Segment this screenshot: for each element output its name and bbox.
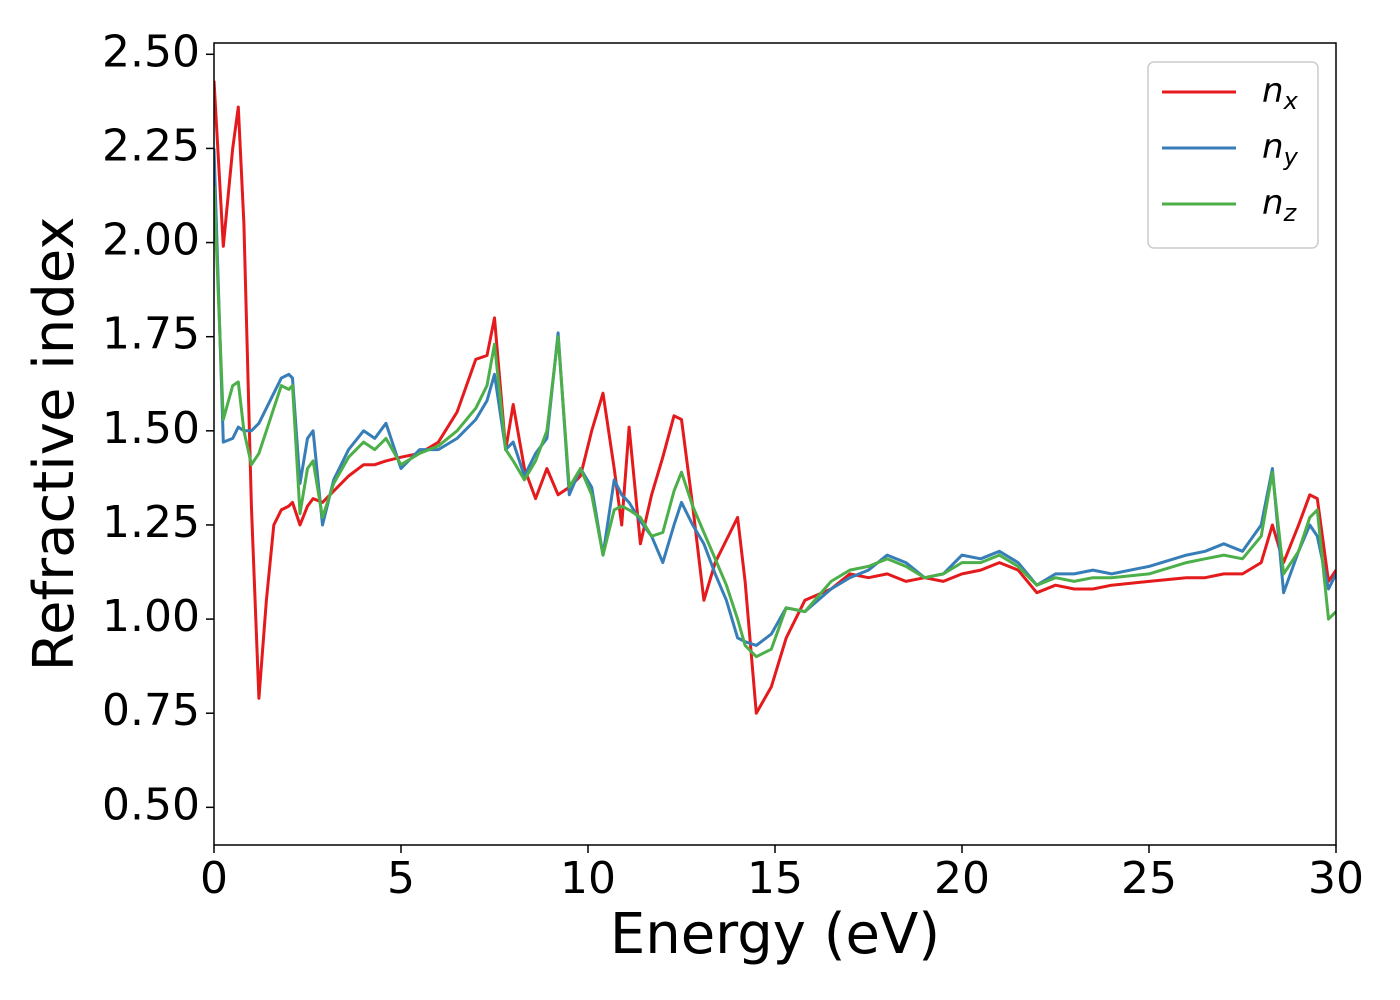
legend-label: nz <box>1262 183 1298 228</box>
y-tick-label: 1.50 <box>102 403 200 454</box>
plot-frame <box>213 42 1337 846</box>
x-axis-label: Energy (eV) <box>610 902 940 967</box>
x-tick-label: 5 <box>387 853 415 904</box>
y-tick-label: 0.75 <box>102 685 200 736</box>
legend-label: nx <box>1262 71 1299 116</box>
legend-label: ny <box>1262 127 1299 172</box>
y-tick-label: 1.00 <box>102 591 200 642</box>
x-tick-label: 30 <box>1308 853 1364 904</box>
y-tick-label: 2.00 <box>102 215 200 266</box>
x-tick-label: 10 <box>560 853 616 904</box>
x-tick-label: 25 <box>1121 853 1177 904</box>
x-tick-label: 0 <box>200 853 228 904</box>
series-line <box>214 80 1336 715</box>
legend-box <box>1147 61 1319 249</box>
y-tick-label: 0.50 <box>102 779 200 830</box>
x-tick-label: 15 <box>747 853 803 904</box>
y-tick-label: 1.25 <box>102 497 200 548</box>
x-tick-label: 20 <box>934 853 990 904</box>
y-tick-label: 1.75 <box>102 309 200 360</box>
y-tick-label: 2.25 <box>102 120 200 171</box>
series-line <box>214 186 1336 659</box>
y-tick-label: 2.50 <box>102 26 200 77</box>
y-axis-label: Refractive index <box>22 217 87 672</box>
